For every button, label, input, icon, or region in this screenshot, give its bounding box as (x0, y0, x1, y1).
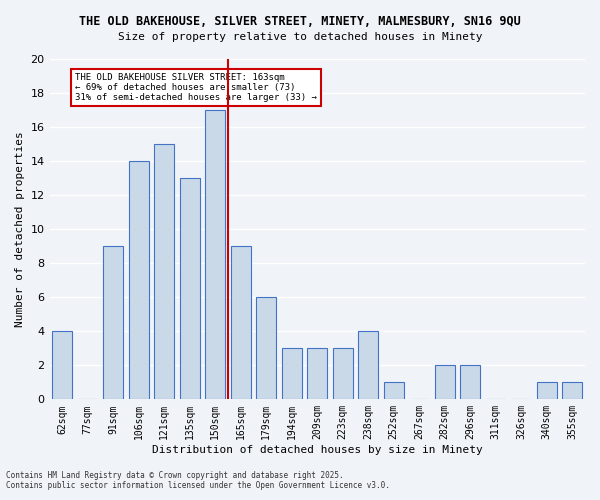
Y-axis label: Number of detached properties: Number of detached properties (15, 132, 25, 327)
Bar (154, 144, 175, 400)
Bar (205, 110, 226, 400)
Text: Contains HM Land Registry data © Crown copyright and database right 2025.
Contai: Contains HM Land Registry data © Crown c… (6, 470, 390, 490)
Bar (128, 161, 149, 400)
Text: Size of property relative to detached houses in Minety: Size of property relative to detached ho… (118, 32, 482, 42)
Bar (103, 246, 124, 400)
Bar (230, 246, 251, 400)
Bar (383, 382, 404, 400)
Bar (281, 348, 302, 400)
Text: THE OLD BAKEHOUSE, SILVER STREET, MINETY, MALMESBURY, SN16 9QU: THE OLD BAKEHOUSE, SILVER STREET, MINETY… (79, 15, 521, 28)
Bar (256, 297, 277, 400)
Bar (460, 366, 481, 400)
X-axis label: Distribution of detached houses by size in Minety: Distribution of detached houses by size … (152, 445, 482, 455)
Text: THE OLD BAKEHOUSE SILVER STREET: 163sqm
← 69% of detached houses are smaller (73: THE OLD BAKEHOUSE SILVER STREET: 163sqm … (75, 72, 317, 102)
Bar (358, 332, 379, 400)
Bar (52, 332, 73, 400)
Bar (536, 382, 557, 400)
Bar (434, 366, 455, 400)
Bar (307, 348, 328, 400)
Bar (562, 382, 583, 400)
Bar (332, 348, 353, 400)
Bar (179, 178, 200, 400)
